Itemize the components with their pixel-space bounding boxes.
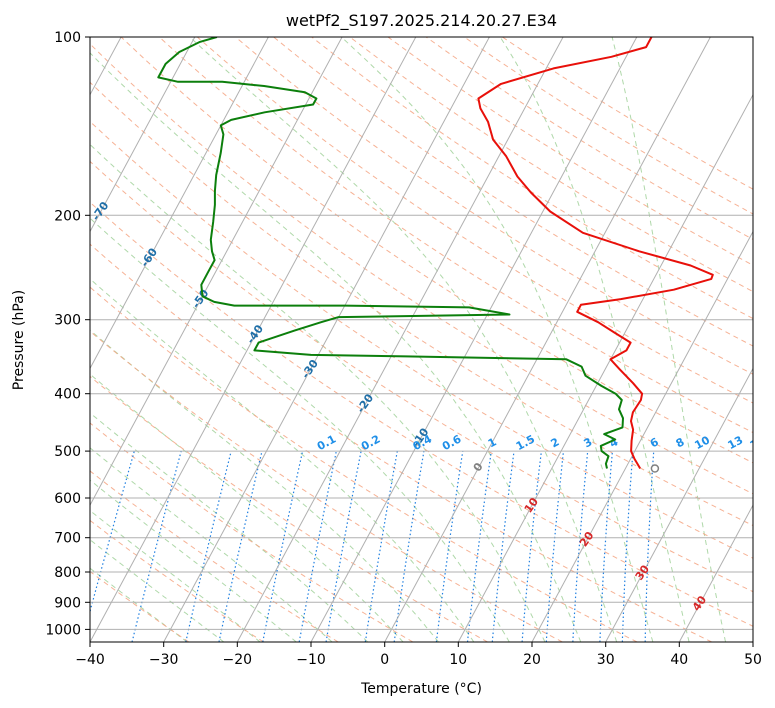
- mixing-ratio-line: [466, 451, 492, 642]
- plot-frame: [89, 36, 754, 643]
- x-tick-label: −40: [75, 652, 105, 668]
- isotherm-line: [531, 230, 753, 642]
- y-tick-label: 700: [54, 531, 81, 547]
- dewpoint-profile-line: [157, 37, 624, 469]
- mixing-ratio-line: [393, 451, 425, 642]
- x-tick-label: −10: [296, 652, 326, 668]
- dry-adiabat-line: [90, 422, 414, 642]
- y-tick-label: 500: [54, 444, 81, 460]
- moist-adiabat-line: [611, 37, 727, 642]
- isotherm-line: [90, 37, 196, 233]
- dry-adiabat-line: [90, 120, 753, 559]
- dry-adiabat-line: [349, 37, 753, 293]
- dry-adiabat-line: [90, 519, 264, 642]
- isotherm-line: [605, 367, 753, 642]
- isotherm-line: [678, 504, 753, 642]
- chart-title: wetPf2_S197.2025.214.20.27.E34: [286, 11, 557, 31]
- mixing-ratio-line: [572, 451, 589, 642]
- dry-adiabat-line: [90, 43, 753, 495]
- dry-adiabats: [90, 37, 753, 642]
- x-tick-label: 0: [380, 652, 389, 668]
- x-tick-label: −20: [223, 652, 253, 668]
- isotherm-line: [384, 37, 711, 642]
- dry-adiabat-line: [120, 37, 753, 464]
- y-tick-label: 600: [54, 491, 81, 507]
- dry-adiabat-line: [90, 570, 190, 642]
- dry-adiabat-line: [90, 201, 753, 627]
- mixing-ratio-line: [218, 450, 263, 642]
- isotherm-line: [90, 37, 343, 507]
- y-tick-label: 1000: [45, 622, 81, 638]
- moist-adiabat-line: [90, 329, 439, 642]
- moist-adiabat-line: [341, 37, 654, 642]
- y-tick-label: 400: [54, 387, 81, 403]
- plot-area: -100-90-80-70-60-50-40-30-20-10010203040…: [90, 37, 768, 642]
- moist-adiabat-line: [90, 373, 404, 642]
- dry-adiabat-line: [90, 243, 712, 642]
- x-tick-label: 20: [523, 652, 541, 668]
- dry-adiabat-line: [90, 375, 488, 642]
- dry-adiabat-line: [196, 37, 753, 404]
- moist-adiabat-line: [90, 479, 297, 642]
- y-tick-label: 300: [54, 313, 81, 329]
- y-tick-label: 100: [54, 30, 81, 46]
- isotherm-line: [310, 37, 638, 642]
- x-tick-label: −30: [149, 652, 179, 668]
- moist-adiabat-line: [499, 37, 690, 642]
- isotherm-line: [163, 37, 490, 642]
- moist-adiabat-line: [90, 217, 510, 642]
- sounding-profiles: [157, 37, 714, 473]
- mixing-ratio-line: [435, 451, 464, 642]
- moist-adiabats: [90, 37, 727, 642]
- x-tick-label: 10: [449, 652, 467, 668]
- x-axis-title: Temperature (°C): [360, 681, 482, 697]
- x-tick-label: 50: [744, 652, 762, 668]
- mixing-ratio-line: [491, 451, 515, 642]
- y-axis: 100 200 300 400 500 600 700 800 900 1000: [45, 30, 90, 638]
- y-axis-title: Pressure (hPa): [11, 290, 27, 390]
- isotherm-line: [90, 37, 269, 370]
- dry-adiabat-line: [273, 37, 753, 347]
- x-axis: −40 −30 −20 −10 0 10 20 30 40 50: [75, 642, 762, 668]
- isotherm-grid: [90, 37, 753, 642]
- moist-adiabat-line: [189, 37, 618, 642]
- mixing-ratio-line: [545, 451, 565, 642]
- dry-adiabat-line: [90, 286, 638, 642]
- mixing-ratio-line: [185, 450, 232, 642]
- lcl-marker: [650, 464, 660, 473]
- mixing-ratio-label: 16: [748, 433, 768, 452]
- dry-adiabat-line: [90, 81, 753, 527]
- y-tick-label: 200: [54, 208, 81, 224]
- moist-adiabat-line: [90, 52, 582, 642]
- temperature-profile-line: [477, 37, 714, 470]
- isobar-grid: [90, 37, 753, 630]
- x-tick-label: 30: [597, 652, 615, 668]
- x-tick-label: 40: [670, 652, 688, 668]
- mixing-ratio-label: 13: [726, 433, 746, 452]
- mixing-ratio-label: 10: [692, 433, 712, 452]
- moist-adiabat-line: [90, 143, 546, 642]
- isotherm-line: [236, 37, 564, 642]
- mixing-ratio-line: [90, 450, 135, 614]
- mixing-ratio-line: [521, 451, 542, 642]
- y-tick-label: 900: [54, 595, 81, 611]
- moist-adiabat-line: [90, 447, 333, 642]
- isotherm-line: [90, 37, 417, 642]
- isotherm-line: [457, 93, 753, 642]
- y-tick-label: 800: [54, 565, 81, 581]
